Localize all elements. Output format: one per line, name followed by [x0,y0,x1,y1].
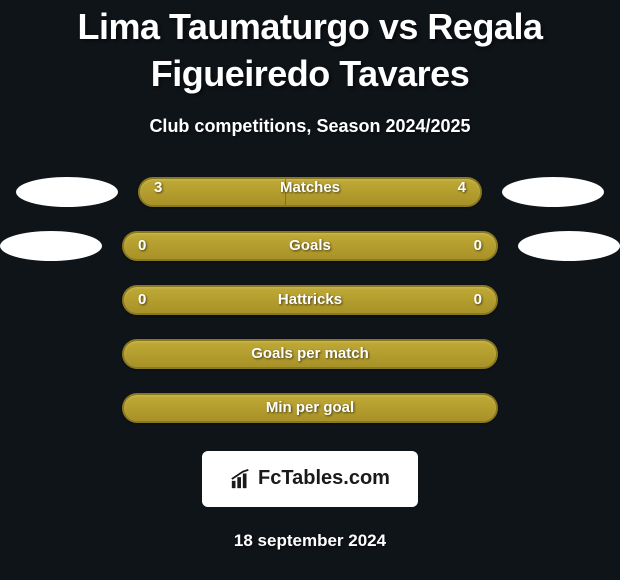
stat-bar: Goals per match [122,339,498,369]
stat-row: Goals per match [0,339,620,369]
stat-value-right: 0 [460,237,496,254]
stat-label: Hattricks [278,291,342,308]
stat-row: Min per goal [0,393,620,423]
player-marker-left [16,177,118,207]
player-marker-left [0,231,102,261]
stat-value-left: 0 [124,291,160,308]
stat-label: Min per goal [266,399,354,416]
page-title: Lima Taumaturgo vs Regala Figueiredo Tav… [20,4,600,98]
stat-row: 0 Hattricks 0 [0,285,620,315]
chart-icon [230,468,252,490]
stat-value-right: 4 [444,179,480,196]
stat-label: Goals per match [251,345,369,362]
player-marker-right [518,231,620,261]
stat-label: Goals [289,237,331,254]
subtitle: Club competitions, Season 2024/2025 [149,116,470,137]
stat-value-right: 0 [460,291,496,308]
stat-bar: 0 Hattricks 0 [122,285,498,315]
stat-bar: Min per goal [122,393,498,423]
stat-row: 0 Goals 0 [0,231,620,261]
stat-row: 3 Matches 4 [0,177,620,207]
stat-value-left: 3 [140,179,176,196]
stat-bar: 0 Goals 0 [122,231,498,261]
player-marker-right [502,177,604,207]
stats-area: 3 Matches 4 0 Goals 0 0 Hattricks 0 Goals per mat… [0,177,620,423]
stat-bar: 3 Matches 4 [138,177,482,207]
branding-badge: FcTables.com [202,451,418,507]
stat-value-left: 0 [124,237,160,254]
stat-label: Matches [280,179,340,196]
branding-text: FcTables.com [258,467,390,490]
date-label: 18 september 2024 [234,531,386,551]
